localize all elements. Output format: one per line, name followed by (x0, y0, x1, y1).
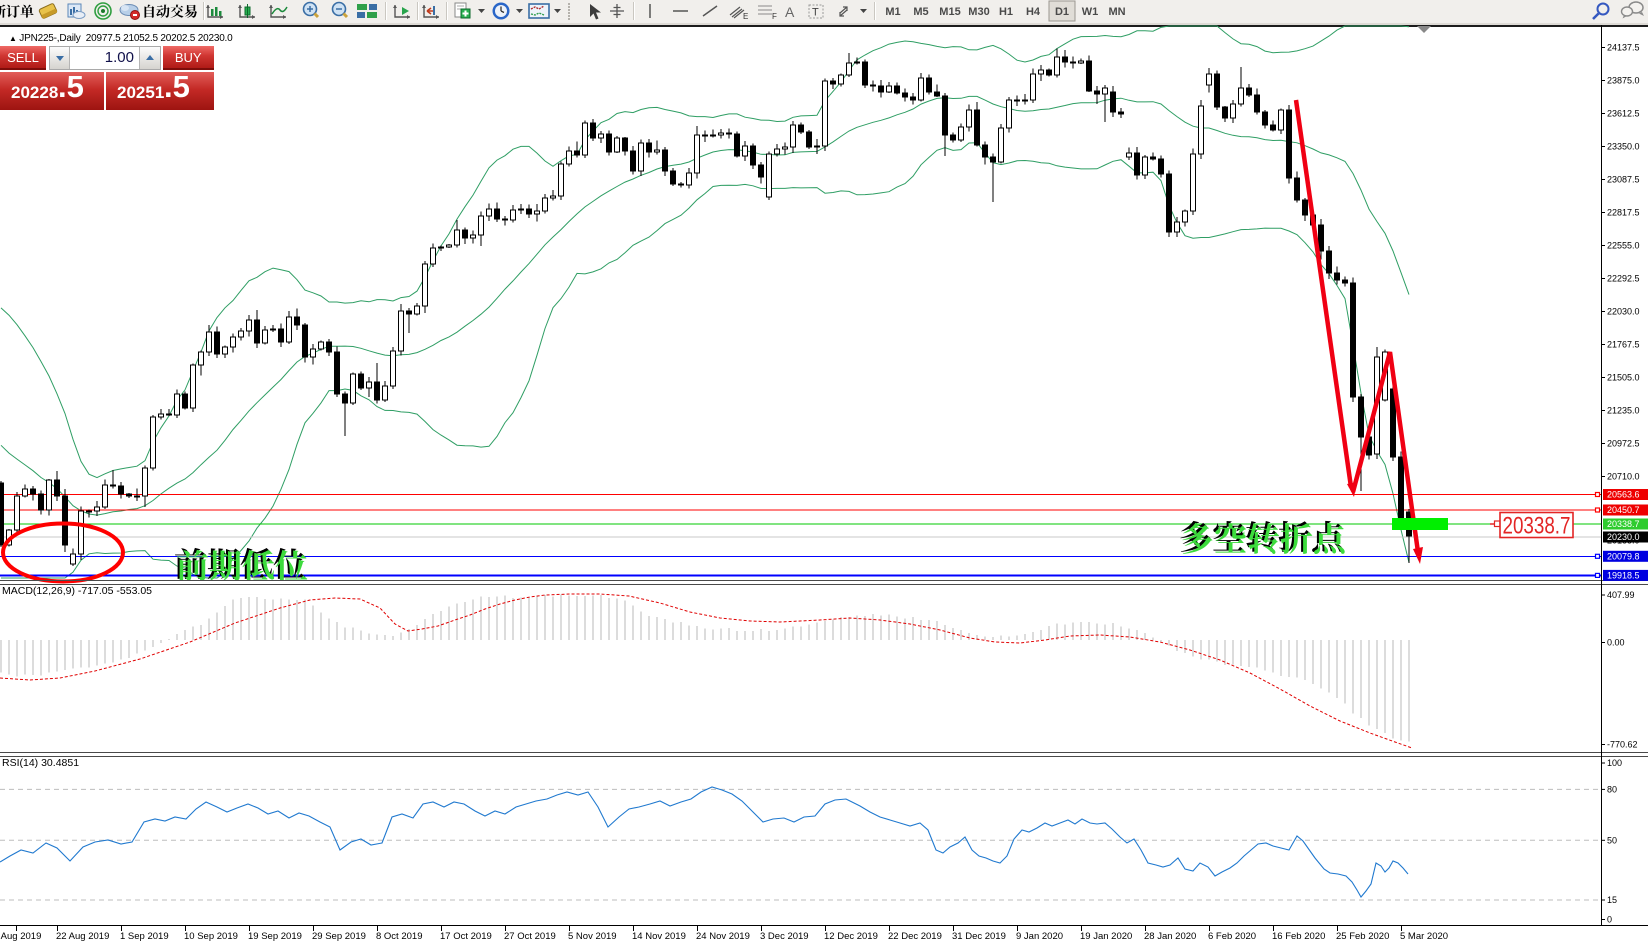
svg-text:W1: W1 (1082, 6, 1099, 18)
svg-text:100: 100 (1607, 758, 1622, 768)
svg-text:17 Oct 2019: 17 Oct 2019 (440, 931, 492, 942)
svg-text:M15: M15 (939, 6, 960, 18)
svg-text:-770.62: -770.62 (1607, 740, 1638, 750)
svg-text:20710.0: 20710.0 (1607, 472, 1640, 482)
svg-text:10 Sep 2019: 10 Sep 2019 (184, 931, 238, 942)
svg-text:H1: H1 (999, 6, 1013, 18)
svg-text:27 Oct 2019: 27 Oct 2019 (504, 931, 556, 942)
svg-text:M1: M1 (885, 6, 900, 18)
svg-text:5 Nov 2019: 5 Nov 2019 (568, 931, 617, 942)
svg-text:407.99: 407.99 (1607, 590, 1635, 600)
svg-text:50: 50 (1607, 836, 1617, 846)
svg-text:22030.0: 22030.0 (1607, 307, 1640, 317)
svg-text:3 Dec 2019: 3 Dec 2019 (760, 931, 809, 942)
svg-text:14 Nov 2019: 14 Nov 2019 (632, 931, 686, 942)
svg-text:24 Nov 2019: 24 Nov 2019 (696, 931, 750, 942)
svg-text:A: A (785, 4, 795, 20)
svg-text:RSI(14) 30.4851: RSI(14) 30.4851 (2, 757, 79, 769)
svg-text:15: 15 (1607, 895, 1617, 905)
svg-text:31 Dec 2019: 31 Dec 2019 (952, 931, 1006, 942)
svg-text:19 Sep 2019: 19 Sep 2019 (248, 931, 302, 942)
svg-text:12 Dec 2019: 12 Dec 2019 (824, 931, 878, 942)
svg-text:9 Jan 2020: 9 Jan 2020 (1016, 931, 1063, 942)
svg-text:19918.5: 19918.5 (1607, 571, 1640, 581)
svg-text:21505.0: 21505.0 (1607, 373, 1640, 383)
svg-text:21235.0: 21235.0 (1607, 406, 1640, 416)
svg-text:28 Jan 2020: 28 Jan 2020 (1144, 931, 1196, 942)
svg-text:0.00: 0.00 (1607, 638, 1625, 648)
svg-text:20972.5: 20972.5 (1607, 439, 1640, 449)
svg-text:0: 0 (1607, 915, 1612, 925)
svg-text:24137.5: 24137.5 (1607, 43, 1640, 53)
svg-text:5 Mar 2020: 5 Mar 2020 (1400, 931, 1448, 942)
svg-text:M30: M30 (968, 6, 989, 18)
svg-text:E: E (743, 12, 748, 21)
svg-text:20563.6: 20563.6 (1607, 490, 1640, 500)
svg-text:12 Aug 2019: 12 Aug 2019 (0, 931, 41, 942)
svg-text:20450.7: 20450.7 (1607, 505, 1640, 515)
svg-text:23612.5: 23612.5 (1607, 109, 1640, 119)
svg-text:21767.5: 21767.5 (1607, 340, 1640, 350)
svg-text:22817.5: 22817.5 (1607, 208, 1640, 218)
svg-text:T: T (812, 7, 819, 19)
svg-text:80: 80 (1607, 785, 1617, 795)
svg-text:23350.0: 23350.0 (1607, 142, 1640, 152)
svg-text:1 Sep 2019: 1 Sep 2019 (120, 931, 169, 942)
svg-text:20230.0: 20230.0 (1607, 532, 1640, 542)
svg-text:25 Feb 2020: 25 Feb 2020 (1336, 931, 1389, 942)
svg-text:29 Sep 2019: 29 Sep 2019 (312, 931, 366, 942)
svg-text:20338.7: 20338.7 (1607, 519, 1640, 529)
svg-text:20079.8: 20079.8 (1607, 552, 1640, 562)
svg-text:MACD(12,26,9) -717.05 -553.05: MACD(12,26,9) -717.05 -553.05 (2, 585, 152, 597)
svg-text:23875.0: 23875.0 (1607, 76, 1640, 86)
svg-text:22 Dec 2019: 22 Dec 2019 (888, 931, 942, 942)
svg-text:22 Aug 2019: 22 Aug 2019 (56, 931, 109, 942)
svg-text:MN: MN (1108, 6, 1125, 18)
svg-text:6 Feb 2020: 6 Feb 2020 (1208, 931, 1256, 942)
svg-text:22292.5: 22292.5 (1607, 274, 1640, 284)
svg-text:F: F (772, 12, 777, 21)
svg-text:16 Feb 2020: 16 Feb 2020 (1272, 931, 1325, 942)
svg-text:M5: M5 (913, 6, 928, 18)
svg-text:23087.5: 23087.5 (1607, 175, 1640, 185)
svg-text:8 Oct 2019: 8 Oct 2019 (376, 931, 422, 942)
svg-text:D1: D1 (1055, 6, 1069, 18)
svg-text:H4: H4 (1026, 6, 1041, 18)
svg-text:19 Jan 2020: 19 Jan 2020 (1080, 931, 1132, 942)
svg-text:20338.7: 20338.7 (1503, 513, 1571, 540)
svg-text:22555.0: 22555.0 (1607, 241, 1640, 251)
